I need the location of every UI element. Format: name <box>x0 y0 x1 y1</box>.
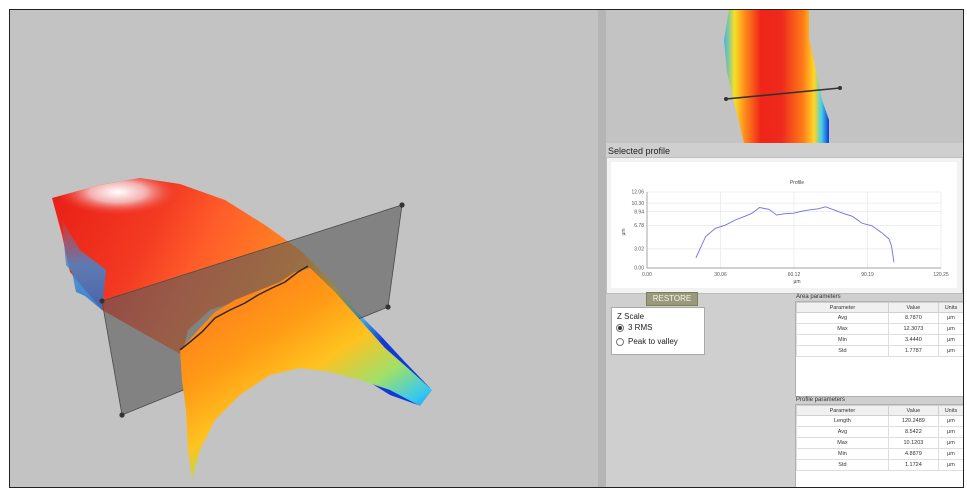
table-row: Std 1.1724 μm <box>796 459 963 471</box>
y-tick-label: 3.02 <box>634 247 644 253</box>
profile-chart-panel: Profile μm μm 0.00 3.02 6.78 8.94 10.30 12.06… <box>606 157 963 294</box>
column-header-value: Value <box>887 405 939 416</box>
units-cell: μm <box>937 323 963 335</box>
value-cell: 1.1724 <box>887 459 939 471</box>
profile-chart: Profile μm μm 0.00 3.02 6.78 8.94 10.30 12.06… <box>611 162 957 288</box>
parameter-cell: Min <box>796 448 889 460</box>
parameter-cell: Max <box>796 323 889 335</box>
value-cell: 4.8879 <box>887 448 939 460</box>
y-tick-label: 10.30 <box>631 201 644 207</box>
column-header-parameter: Parameter <box>796 302 889 313</box>
parameter-cell: Avg <box>796 426 889 438</box>
parameter-cell: Max <box>796 437 889 449</box>
table-row: Avg 8.5422 μm <box>796 426 963 438</box>
value-cell: 8.7870 <box>887 312 939 324</box>
chart-y-axis-label: μm <box>621 228 627 235</box>
x-tick-label: 0.00 <box>642 272 652 278</box>
radio-checked-icon[interactable] <box>616 323 624 332</box>
area-parameters-title: Area parameters <box>796 294 841 300</box>
column-header-units: Units <box>937 405 963 416</box>
app-window: Selected profile Profile μm μm 0.00 3.02 6… <box>9 9 964 488</box>
z-scale-option-label: 3 RMS <box>628 323 653 332</box>
profile-parameters-table: Parameter Value Units Length 120.2489 μm… <box>795 404 963 487</box>
value-cell: 1.7787 <box>887 345 939 357</box>
z-scale-option-3rms[interactable]: 3 RMS <box>616 323 652 332</box>
y-tick-label: 0.00 <box>634 266 644 272</box>
value-cell: 10.1203 <box>887 437 939 449</box>
column-header-value: Value <box>887 302 939 313</box>
parameter-cell: Std <box>796 345 889 357</box>
x-tick-label: 90.19 <box>861 272 874 278</box>
units-cell: μm <box>937 426 963 438</box>
surface-3d-icon <box>52 178 432 480</box>
x-tick-label: 120.25 <box>933 272 949 278</box>
z-scale-option-label: Peak to valley <box>628 337 678 346</box>
z-scale-option-peak-to-valley[interactable]: Peak to valley <box>616 337 678 346</box>
z-scale-group: Z Scale 3 RMS Peak to valley <box>611 307 705 355</box>
z-scale-title: Z Scale <box>617 312 645 321</box>
units-cell: μm <box>937 345 963 357</box>
units-cell: μm <box>937 334 963 346</box>
surface-3d-viewer[interactable] <box>10 10 598 487</box>
table-row: Max 10.1203 μm <box>796 437 963 449</box>
table-row: Avg 8.7870 μm <box>796 312 963 324</box>
units-cell: μm <box>937 312 963 324</box>
parameter-cell: Avg <box>796 312 889 324</box>
units-cell: μm <box>937 415 963 427</box>
value-cell: 3.4440 <box>887 334 939 346</box>
right-panel: Selected profile Profile μm μm 0.00 3.02 6… <box>606 10 963 487</box>
units-cell: μm <box>937 448 963 460</box>
area-parameters-table: Parameter Value Units Avg 8.7870 μm Max … <box>795 301 963 397</box>
x-tick-label: 60.12 <box>788 272 801 278</box>
column-header-parameter: Parameter <box>796 405 889 416</box>
selected-profile-heading: Selected profile <box>608 146 671 156</box>
surface-top-view[interactable] <box>606 10 963 143</box>
value-cell: 12.3073 <box>887 323 939 335</box>
y-tick-label: 6.78 <box>634 223 644 229</box>
chart-title: Profile <box>790 180 804 186</box>
table-row: Std 1.7787 μm <box>796 345 963 357</box>
parameter-cell: Length <box>796 415 889 427</box>
profile-parameters-title: Profile parameters <box>796 397 846 403</box>
table-row: Min 3.4440 μm <box>796 334 963 346</box>
table-row: Length 120.2489 μm <box>796 415 963 427</box>
parameter-cell: Std <box>796 459 889 471</box>
surface-top-view-icon <box>724 10 842 143</box>
restore-button[interactable]: RESTORE <box>646 292 698 306</box>
value-cell: 8.5422 <box>887 426 939 438</box>
profile-series-line <box>695 206 895 263</box>
radio-unchecked-icon[interactable] <box>616 337 624 346</box>
value-cell: 120.2489 <box>887 415 939 427</box>
y-tick-label: 8.94 <box>634 209 644 215</box>
table-row: Max 12.3073 μm <box>796 323 963 335</box>
x-tick-label: 30.06 <box>714 272 727 278</box>
profile-chart-svg: Profile μm μm 0.00 3.02 6.78 8.94 10.30 12.06… <box>621 180 949 285</box>
column-header-units: Units <box>937 302 963 313</box>
panel-splitter[interactable] <box>598 10 606 487</box>
table-row: Min 4.8879 μm <box>796 448 963 460</box>
parameter-cell: Min <box>796 334 889 346</box>
y-tick-label: 12.06 <box>631 190 644 196</box>
units-cell: μm <box>937 459 963 471</box>
chart-x-axis-label: μm <box>793 279 800 285</box>
units-cell: μm <box>937 437 963 449</box>
